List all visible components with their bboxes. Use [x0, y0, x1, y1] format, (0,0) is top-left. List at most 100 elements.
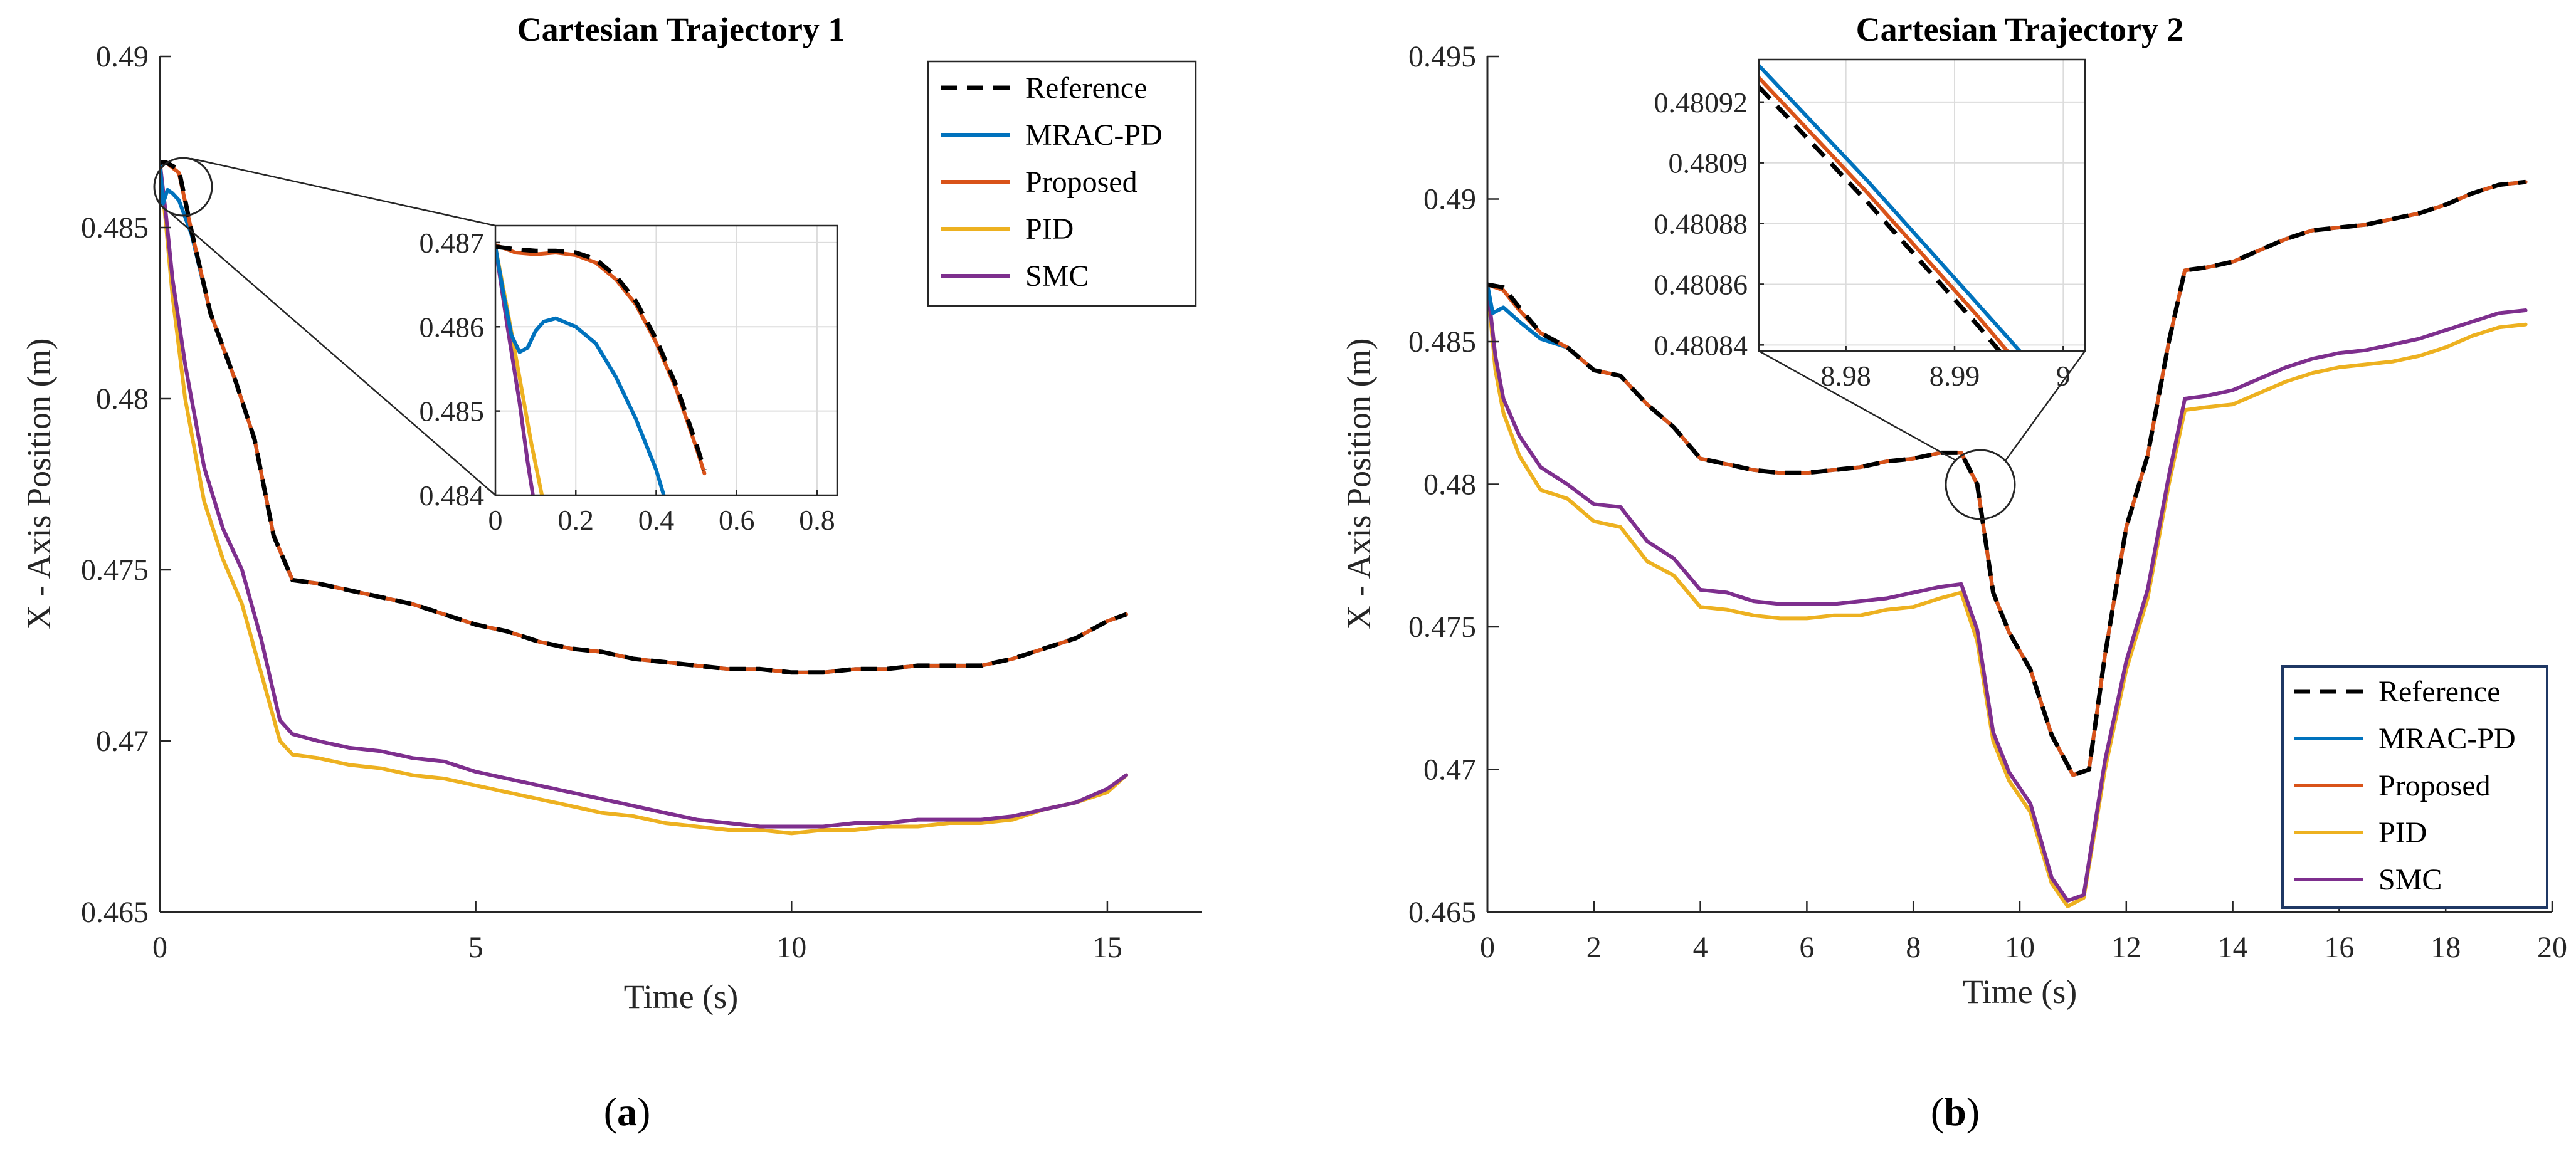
x-tick-label-b-2: 4	[1693, 931, 1708, 964]
caption-b-letter: b	[1944, 1089, 1966, 1134]
inset-series-lines-b	[1759, 63, 2023, 351]
y-tick-label-a-inset-2: 0.486	[420, 311, 485, 343]
y-tick-label-a-inset-3: 0.487	[420, 227, 485, 259]
caption-a-open: (	[604, 1089, 617, 1134]
y-tick-label-a-inset-1: 0.485	[420, 396, 485, 428]
x-tick-label-b-inset-0: 8.98	[1820, 360, 1871, 392]
x-tick-label-a-inset-1: 0.2	[557, 504, 594, 536]
y-tick-label-b-inset-4: 0.48092	[1654, 87, 1748, 118]
legend-label-mrac-pd-a: MRAC-PD	[1025, 118, 1163, 152]
series-line-mrac-pd-b-inset	[1759, 63, 2023, 351]
inset-chart-a: 0 0.2 0.4 0.6 0.8 0.484 0.485 0.486 0.487	[420, 224, 838, 536]
x-tick-label-b-10: 20	[2537, 931, 2567, 964]
inset-grid-b	[1759, 60, 2085, 351]
zoom-circle-a	[153, 157, 213, 217]
series-line-proposed-b-inset	[1759, 76, 2010, 351]
y-tick-label-b-inset-0: 0.48084	[1654, 329, 1748, 361]
series-lines-b	[1487, 179, 2528, 908]
y-tick-label-b-inset-1: 0.48086	[1654, 268, 1748, 300]
x-tick-label-a-3: 15	[1092, 931, 1122, 964]
y-tick-label-a-1: 0.47	[96, 725, 149, 758]
legend-label-pid-b: PID	[2378, 816, 2427, 849]
x-tick-label-b-6: 12	[2111, 931, 2141, 964]
series-line-reference-b	[1487, 179, 2526, 778]
x-tick-label-b-5: 10	[2005, 931, 2035, 964]
x-tick-label-b-3: 6	[1799, 931, 1814, 964]
x-tick-label-b-9: 18	[2431, 931, 2461, 964]
y-tick-label-b-1: 0.47	[1423, 753, 1476, 787]
inset-frame-a	[494, 224, 838, 496]
caption-a-close: )	[637, 1089, 650, 1134]
x-tick-label-b-inset-1: 8.99	[1929, 360, 1980, 392]
inset-frame-b	[1758, 58, 2086, 352]
x-axis-label-b: Time (s)	[1963, 973, 2077, 1010]
x-tick-label-a-inset-3: 0.6	[719, 504, 755, 536]
chart-title-a: Cartesian Trajectory 1	[517, 11, 845, 48]
y-tick-label-b-4: 0.485	[1408, 325, 1476, 359]
x-tick-label-a-0: 0	[152, 931, 167, 964]
x-tick-label-a-inset-2: 0.4	[638, 504, 675, 536]
series-line-reference-a	[160, 160, 1127, 675]
zoom-connector-a-top	[191, 157, 496, 227]
zoom-connector-b-left	[1758, 350, 1957, 462]
y-axis-label-a: X - Axis Position (m)	[20, 338, 58, 629]
legend-label-pid-a: PID	[1025, 212, 1074, 246]
x-tick-label-a-inset-4: 0.8	[799, 504, 835, 536]
series-line-pid-a	[160, 160, 1129, 836]
inset-ticks-b: 8.98 8.99 9 0.48084 0.48086 0.48088 0.4809 0.48…	[1654, 87, 2071, 392]
caption-a: (a)	[604, 1089, 651, 1134]
x-tick-label-a-1: 5	[468, 931, 483, 964]
y-tick-label-a-2: 0.475	[81, 554, 149, 587]
y-axis-label-b: X - Axis Position (m)	[1340, 338, 1378, 629]
chart-panel-b: 0 2 4 6 8 10 12 14 16 18 20 0.465 0.47 0.475 0.48 0.485…	[1340, 11, 2567, 1010]
chart-panel-a: 0 5 10 15 0.465 0.47 0.475 0.48 0.485 0.49 Cartes…	[20, 11, 1202, 1015]
series-line-smc-b	[1487, 283, 2528, 903]
y-tick-label-b-0: 0.465	[1408, 896, 1476, 929]
legend-label-smc-a: SMC	[1025, 260, 1089, 293]
inset-ticks-a: 0 0.2 0.4 0.6 0.8 0.484 0.485 0.486 0.487	[420, 227, 835, 536]
series-line-reference-a-inset	[495, 244, 707, 471]
x-tick-label-b-8: 16	[2324, 931, 2354, 964]
legend-label-proposed-b: Proposed	[2378, 769, 2491, 802]
caption-a-letter: a	[617, 1089, 637, 1134]
legend-label-proposed-a: Proposed	[1025, 165, 1138, 199]
y-tick-label-b-5: 0.49	[1423, 183, 1476, 216]
series-line-smc-a	[160, 160, 1129, 829]
inset-series-lines-a	[495, 243, 707, 495]
ticks-b: 0 2 4 6 8 10 12 14 16 18 20 0.465 0.47 0.475 0.48 0.485…	[1408, 40, 2567, 964]
y-tick-label-a-5: 0.49	[96, 40, 149, 73]
caption-b-close: )	[1966, 1089, 1980, 1134]
x-tick-label-b-0: 0	[1480, 931, 1495, 964]
chart-title-b: Cartesian Trajectory 2	[1856, 11, 2184, 48]
legend-label-mrac-pd-b: MRAC-PD	[2378, 722, 2516, 755]
zoom-connector-a-bottom	[170, 212, 496, 496]
y-tick-label-a-4: 0.485	[81, 211, 149, 244]
series-line-reference-b-inset	[1759, 85, 2003, 351]
legend-label-reference-a: Reference	[1025, 71, 1148, 105]
series-line-mrac-pd-a-inset	[495, 244, 666, 495]
legend-label-reference-b: Reference	[2378, 675, 2501, 708]
zoom-connector-b-right	[2004, 350, 2086, 461]
x-tick-label-b-4: 8	[1906, 931, 1921, 964]
series-lines-a	[160, 160, 1129, 836]
y-tick-label-a-0: 0.465	[81, 896, 149, 929]
y-tick-label-b-inset-3: 0.4809	[1669, 147, 1748, 179]
legend-label-smc-b: SMC	[2378, 863, 2442, 896]
x-tick-label-a-inset-0: 0	[488, 504, 503, 536]
legend-b: Reference MRAC-PD Proposed PID SMC	[2281, 665, 2548, 909]
x-axis-label-a: Time (s)	[624, 978, 739, 1015]
x-tick-label-b-inset-2: 9	[2056, 360, 2071, 392]
y-tick-label-b-2: 0.475	[1408, 611, 1476, 644]
caption-b-open: (	[1931, 1089, 1944, 1134]
y-tick-label-b-3: 0.48	[1423, 468, 1476, 501]
y-tick-label-a-inset-0: 0.484	[420, 480, 485, 512]
y-tick-label-b-inset-2: 0.48088	[1654, 208, 1748, 240]
x-tick-label-b-7: 14	[2218, 931, 2248, 964]
legend-a: Reference MRAC-PD Proposed PID SMC	[927, 60, 1197, 307]
x-tick-label-a-2: 10	[776, 931, 806, 964]
y-tick-label-a-3: 0.48	[96, 382, 149, 416]
ticks-a: 0 5 10 15 0.465 0.47 0.475 0.48 0.485 0.49	[81, 40, 1122, 964]
inset-plot-area-b	[1759, 60, 2085, 351]
caption-b: (b)	[1931, 1089, 1980, 1134]
